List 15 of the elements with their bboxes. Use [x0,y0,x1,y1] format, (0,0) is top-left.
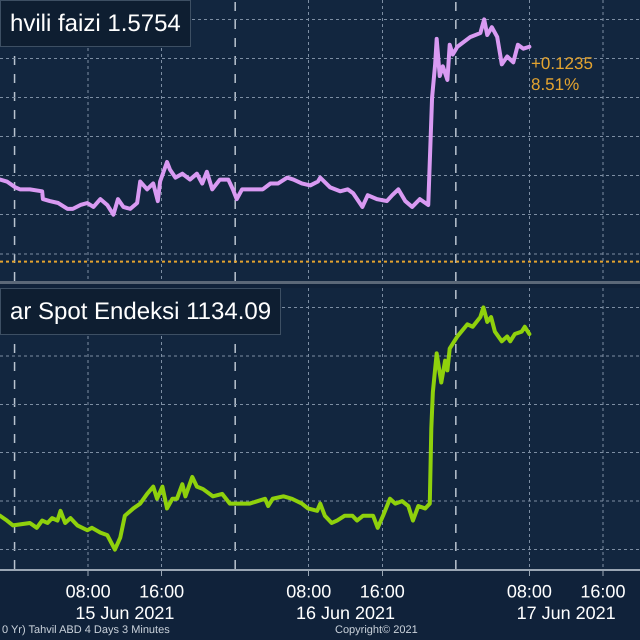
x-tick-label: 08:00 [506,582,552,602]
x-tick-label: 16:00 [580,582,626,602]
x-tick-label: 08:00 [286,582,332,602]
x2-tick-label: 15 Jun 2021 [75,603,174,623]
x-tick-label: 16:00 [360,582,405,602]
chart-title: ar Spot Endeksi 1134.09 [10,298,272,325]
x2-tick-label: 17 Jun 2021 [516,603,616,623]
text: Copyright© 2021 [335,624,418,636]
x-tick-label: 16:00 [139,582,184,602]
annotation: +0.1235 [531,54,593,73]
x-tick-label: 08:00 [66,582,111,602]
text: 0 Yr) Tahvil ABD 4 Days 3 Minutes [2,624,170,636]
annotation: 8.51% [531,75,580,94]
chart-title: hvili faizi 1.5754 [10,10,181,37]
x2-tick-label: 16 Jun 2021 [296,603,396,623]
